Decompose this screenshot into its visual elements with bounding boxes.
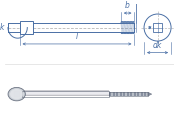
Bar [146,92,148,96]
Bar [130,92,132,96]
Text: d: d [153,24,157,30]
Bar [22,95,109,96]
Bar [137,92,139,96]
Bar [127,92,129,96]
Bar [134,92,136,96]
Bar [125,92,127,96]
Ellipse shape [9,88,24,100]
Bar [136,92,137,96]
Ellipse shape [10,89,23,99]
Bar [132,92,134,96]
Bar [118,92,120,96]
Bar [22,92,109,93]
Bar [111,92,113,96]
Ellipse shape [8,87,25,101]
Bar [22,90,109,91]
Text: dk: dk [153,41,162,50]
Text: k: k [0,23,4,32]
Bar [20,21,33,34]
Bar [139,92,141,96]
Bar [141,92,143,96]
Bar [109,92,148,96]
Bar [122,92,123,96]
Bar [144,92,146,96]
Bar [14,91,20,97]
Bar [120,92,122,96]
Bar [22,91,109,97]
Bar [129,92,130,96]
Bar [22,91,109,92]
Bar [116,92,118,96]
Bar [153,23,162,32]
Bar [113,92,115,96]
Bar [22,93,109,94]
Bar [22,94,109,95]
Bar [123,92,125,96]
Text: b: b [125,1,130,10]
Bar [143,92,144,96]
Polygon shape [148,92,152,96]
Bar [109,92,111,96]
Bar [115,92,116,96]
Text: l: l [76,32,78,41]
